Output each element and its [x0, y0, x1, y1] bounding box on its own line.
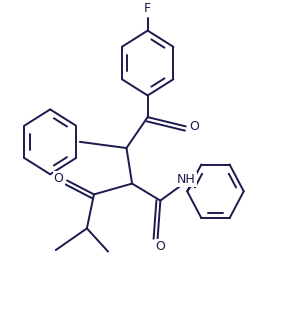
Text: O: O — [189, 120, 199, 133]
Text: F: F — [144, 2, 151, 16]
Text: O: O — [54, 172, 64, 185]
Text: NH: NH — [177, 173, 196, 186]
Text: O: O — [155, 240, 165, 253]
